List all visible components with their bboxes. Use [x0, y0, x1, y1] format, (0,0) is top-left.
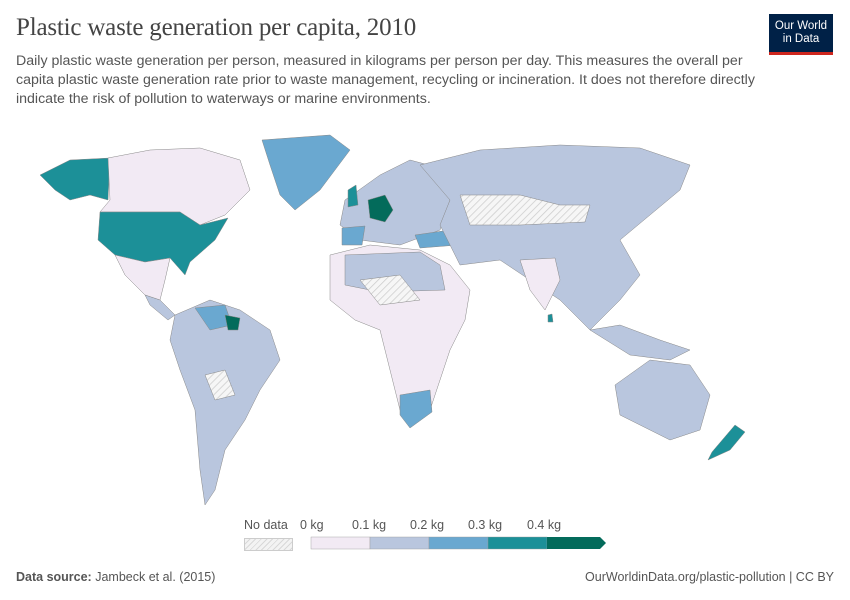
- region-south-africa[interactable]: [399, 389, 433, 429]
- region-sri-lanka[interactable]: [547, 313, 554, 323]
- region-mexico[interactable]: [114, 254, 171, 301]
- world-map[interactable]: [0, 120, 850, 510]
- owid-logo[interactable]: Our World in Data: [769, 14, 833, 55]
- footer-url-license[interactable]: OurWorldinData.org/plastic-pollution | C…: [585, 570, 834, 584]
- source-label: Data source:: [16, 570, 92, 584]
- region-iberia[interactable]: [341, 225, 366, 246]
- region-greenland[interactable]: [261, 134, 351, 211]
- region-canada[interactable]: [99, 147, 251, 226]
- source-text[interactable]: Jambeck et al. (2015): [95, 570, 216, 584]
- region-kazakhstan-mongolia[interactable]: [459, 194, 591, 226]
- logo-line-2: in Data: [782, 33, 820, 45]
- region-central-america[interactable]: [144, 294, 176, 321]
- legend-tick-3: 0.3 kg: [468, 518, 503, 532]
- page-title: Plastic waste generation per capita, 201…: [16, 14, 416, 41]
- legend-tick-2: 0.2 kg: [410, 518, 445, 532]
- region-australia[interactable]: [614, 359, 711, 441]
- legend-tick-1: 0.1 kg: [352, 518, 387, 532]
- region-uk[interactable]: [347, 184, 359, 208]
- legend-bin-2[interactable]: [428, 536, 489, 550]
- region-sahel[interactable]: [359, 274, 421, 306]
- legend-tick-4: 0.4 kg: [527, 518, 562, 532]
- legend-bin-3[interactable]: [487, 536, 548, 550]
- region-southeast-asia[interactable]: [589, 324, 691, 361]
- legend-bin-1[interactable]: [369, 536, 430, 550]
- region-bolivia[interactable]: [204, 369, 236, 401]
- legend-tick-0: 0 kg: [300, 518, 324, 532]
- region-usa[interactable]: [97, 211, 229, 276]
- region-india[interactable]: [519, 257, 561, 311]
- logo-line-1: Our World: [774, 20, 828, 32]
- region-alaska[interactable]: [39, 157, 111, 201]
- legend-bin-0[interactable]: [310, 536, 371, 550]
- legend-no-data-label: No data: [244, 518, 288, 532]
- legend-no-data-swatch[interactable]: [244, 538, 293, 551]
- footer-source: Data source: Jambeck et al. (2015): [16, 570, 215, 584]
- region-guyana[interactable]: [224, 314, 241, 331]
- region-germany[interactable]: [367, 194, 394, 223]
- subtitle: Daily plastic waste generation per perso…: [16, 53, 755, 107]
- region-south-america[interactable]: [169, 299, 281, 506]
- region-new-zealand[interactable]: [707, 424, 746, 461]
- legend-color-bar: [310, 536, 606, 550]
- region-russia-asia[interactable]: [419, 144, 691, 331]
- legend-bin-4[interactable]: [547, 537, 606, 549]
